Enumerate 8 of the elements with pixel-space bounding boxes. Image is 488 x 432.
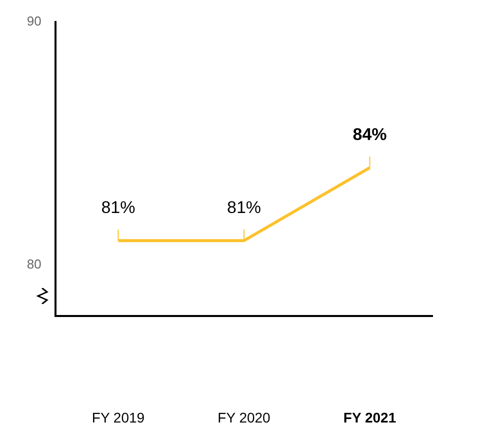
x-tick-label: FY 2020 — [218, 409, 271, 426]
text: 84% — [352, 124, 387, 144]
x-tick-label: FY 2021 — [343, 409, 396, 426]
text: 81% — [226, 198, 262, 217]
y-tick-label: 80 — [26, 256, 42, 272]
y-tick-label: 90 — [26, 13, 42, 28]
text: 81% — [101, 198, 136, 217]
x-tick-label: FY 2019 — [92, 409, 145, 426]
